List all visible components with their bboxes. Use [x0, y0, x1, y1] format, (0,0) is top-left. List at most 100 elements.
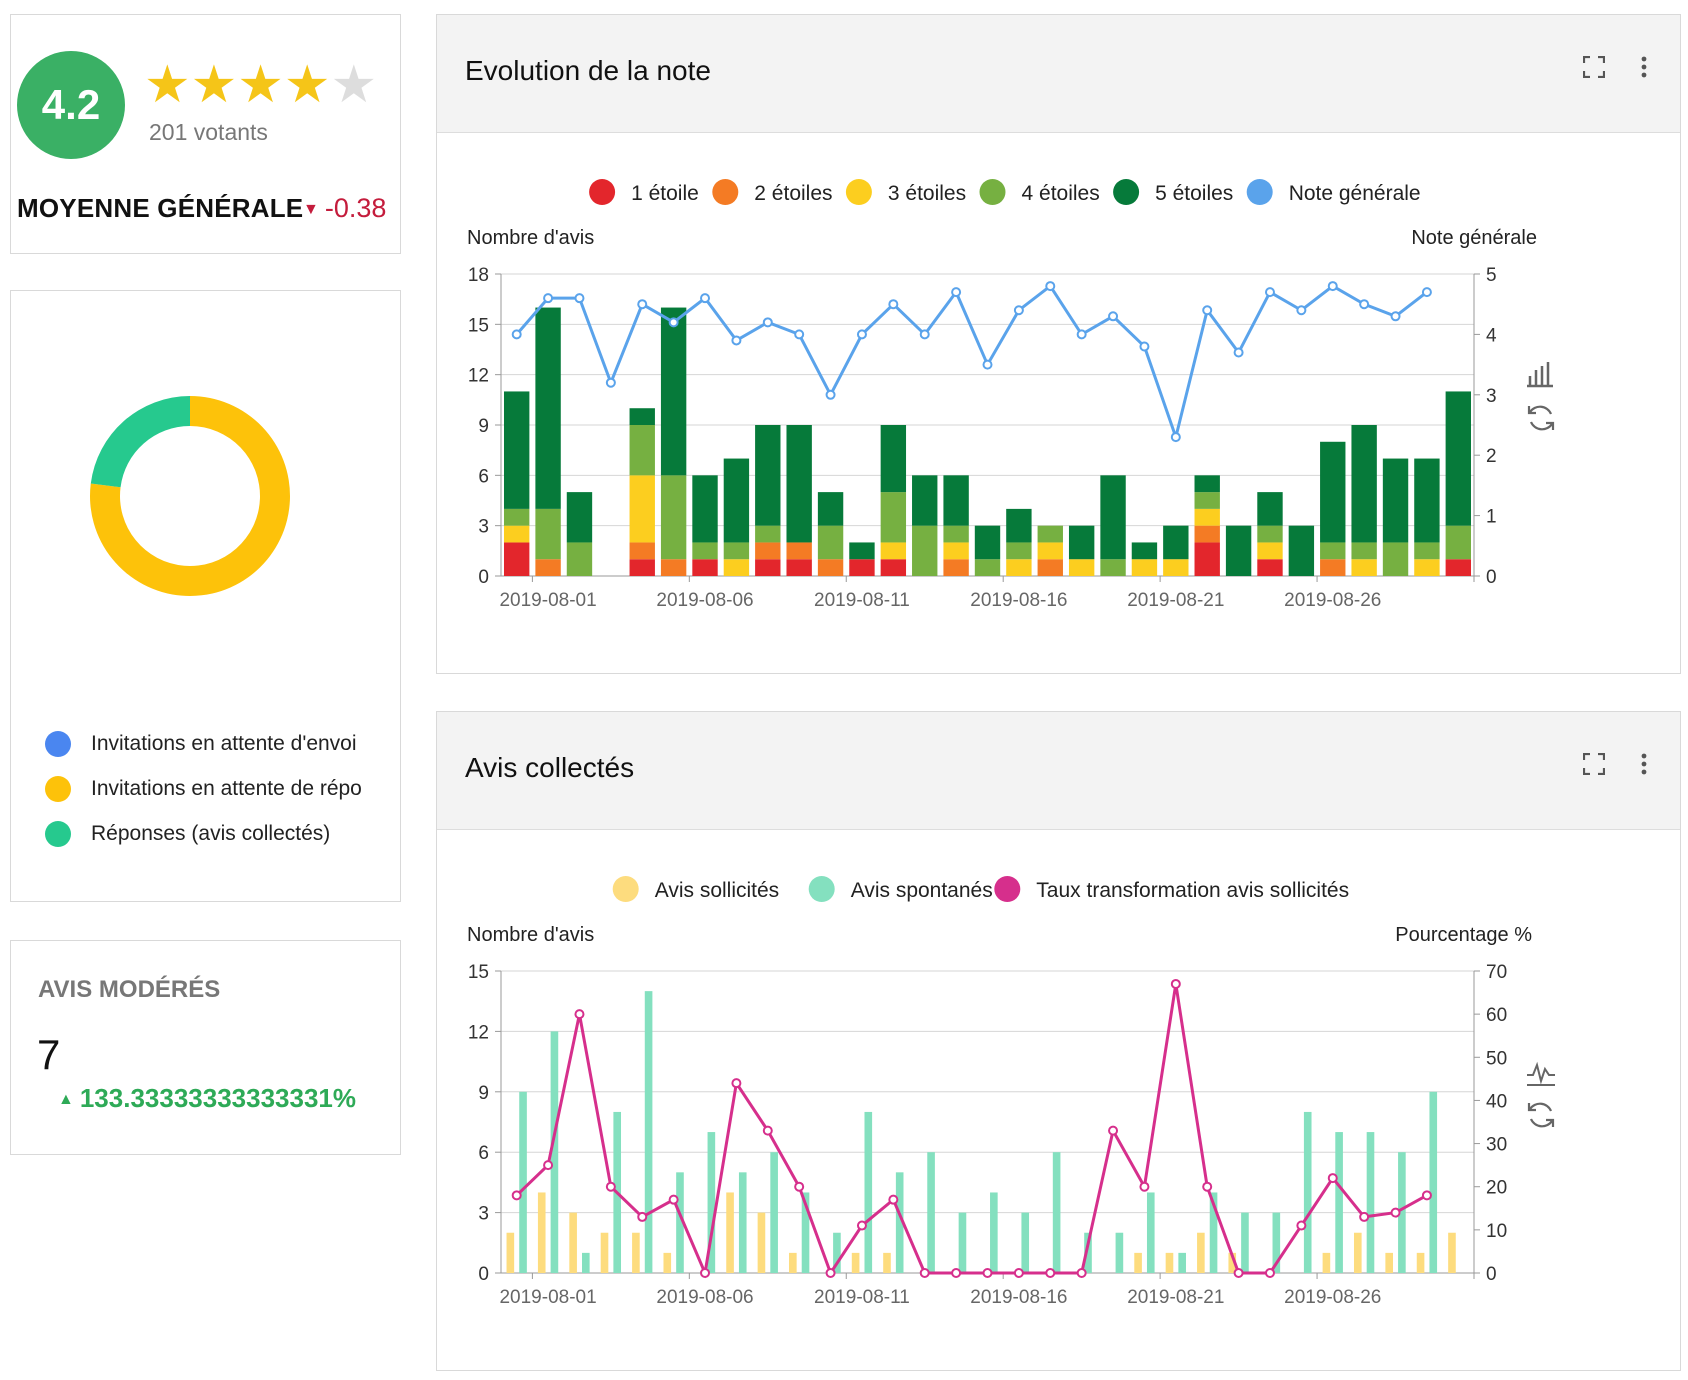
- legend-item[interactable]: 4 étoiles: [979, 179, 1100, 205]
- line-point: [1421, 287, 1432, 298]
- legend-label: Note générale: [1289, 182, 1421, 205]
- average-title: MOYENNE GÉNÉRALE: [17, 193, 304, 223]
- panel-tools: [1580, 750, 1658, 778]
- y2-tick-label: 0: [1486, 567, 1497, 588]
- legend-item[interactable]: 5 étoiles: [1113, 179, 1233, 205]
- line-point: [982, 1268, 993, 1278]
- y-axis-title: Nombre d'avis: [467, 227, 594, 249]
- x-tick-label: 2019-08-16: [970, 1287, 1067, 1308]
- bar-segment: [943, 525, 969, 543]
- refresh-glyph: [1527, 405, 1555, 431]
- bar: [644, 991, 653, 1273]
- bar-segment: [1037, 525, 1063, 543]
- bar-segment: [629, 559, 655, 576]
- line-point: [511, 1190, 522, 1201]
- bar-segment: [1351, 559, 1377, 576]
- bar-segment: [1194, 525, 1220, 543]
- bar: [770, 1152, 778, 1273]
- bar-segment: [849, 559, 875, 576]
- bar: [801, 1192, 810, 1273]
- bar-segment: [849, 542, 875, 560]
- bar-chart-icon[interactable]: [1527, 362, 1553, 388]
- moderated-delta: ▲ 133.33333333333331%: [58, 1083, 356, 1114]
- legend-label: Avis spontanés: [851, 879, 993, 902]
- y-tick-label: 15: [468, 315, 489, 336]
- expand-icon[interactable]: [1580, 750, 1608, 778]
- y2-tick-label: 10: [1486, 1221, 1507, 1242]
- legend-item[interactable]: Avis sollicités: [612, 876, 779, 902]
- bar-segment: [755, 425, 781, 526]
- legend-item-responses[interactable]: Réponses (avis collectés): [45, 811, 362, 856]
- legend-item-pending-reply[interactable]: Invitations en attente de répo: [45, 766, 362, 811]
- legend-label: Réponses (avis collectés): [91, 821, 331, 845]
- bar: [1197, 1232, 1205, 1273]
- refresh-icon[interactable]: [1527, 405, 1555, 431]
- legend-dot-icon: [612, 876, 639, 902]
- bar-segment: [1006, 508, 1032, 543]
- bar-segment: [1351, 542, 1377, 560]
- line-point: [700, 293, 711, 304]
- bar-segment: [1382, 458, 1409, 543]
- bar: [1052, 1152, 1061, 1273]
- line-point: [1327, 281, 1338, 292]
- line-point: [1170, 978, 1181, 989]
- line-point: [1139, 1181, 1150, 1192]
- legend-item[interactable]: Avis spontanés: [808, 876, 993, 902]
- y2-tick-label: 20: [1486, 1178, 1507, 1199]
- line-point: [951, 1268, 962, 1278]
- line-point: [1202, 1181, 1213, 1192]
- panel-title: Evolution de la note: [465, 55, 711, 86]
- bar-segment: [692, 542, 718, 560]
- line-point: [1359, 299, 1370, 310]
- refresh-icon[interactable]: [1527, 1102, 1555, 1128]
- y-tick-label: 0: [478, 1264, 489, 1285]
- line-point: [1264, 1268, 1275, 1278]
- star-empty-icon: ★: [330, 56, 378, 114]
- bar: [663, 1252, 672, 1273]
- invitations-donut-chart: [90, 396, 291, 596]
- line-point: [1421, 1190, 1432, 1201]
- expand-icon[interactable]: [1580, 53, 1608, 81]
- y-tick-label: 12: [468, 1022, 489, 1043]
- more-vert-icon[interactable]: [1630, 53, 1658, 81]
- line-point: [951, 287, 962, 298]
- legend-item[interactable]: 3 étoiles: [845, 179, 966, 205]
- x-tick-label: 2019-08-21: [1127, 590, 1224, 611]
- legend-item[interactable]: Taux transformation avis sollicités: [994, 876, 1349, 902]
- bar-segment: [629, 542, 655, 560]
- line-point: [762, 317, 773, 328]
- x-tick-label: 2019-08-11: [814, 590, 910, 611]
- legend-item[interactable]: Note générale: [1246, 179, 1421, 205]
- bar-segment: [504, 391, 530, 509]
- bar: [550, 1031, 559, 1273]
- star-filled-icon: ★: [144, 56, 191, 114]
- bar-segment: [504, 542, 530, 576]
- legend-label: Invitations en attente d'envoi: [91, 731, 357, 755]
- legend-dot-icon: [589, 179, 616, 205]
- bar-segment: [1006, 559, 1032, 576]
- bar-segment: [692, 559, 718, 576]
- invitations-legend: Invitations en attente d'envoi Invitatio…: [45, 721, 362, 856]
- moderated-title: AVIS MODÉRÉS: [38, 976, 221, 1003]
- bar-segment: [692, 475, 718, 543]
- y2-tick-label: 0: [1486, 1264, 1497, 1285]
- legend-label: 4 étoiles: [1022, 182, 1100, 205]
- legend-item[interactable]: 1 étoile: [589, 179, 699, 205]
- bar-segment: [1194, 492, 1220, 509]
- line-point: [605, 377, 616, 388]
- bar-segment: [723, 542, 750, 560]
- x-tick-label: 2019-08-01: [499, 590, 596, 611]
- legend-label: Invitations en attente de répo: [91, 776, 362, 800]
- bar-segment: [1225, 525, 1252, 576]
- bar-segment: [880, 492, 907, 543]
- line-chart-icon[interactable]: [1527, 1061, 1555, 1086]
- bar: [1178, 1252, 1186, 1273]
- legend-item[interactable]: 2 étoiles: [712, 179, 833, 205]
- score-badge: 4.2: [17, 51, 125, 159]
- bar-segment: [1414, 458, 1440, 543]
- legend-item-pending-send[interactable]: Invitations en attente d'envoi: [45, 721, 362, 766]
- bar-segment: [1131, 559, 1158, 576]
- bar-segment: [1068, 525, 1095, 560]
- more-vert-icon[interactable]: [1630, 750, 1658, 778]
- bar-segment: [1414, 542, 1440, 560]
